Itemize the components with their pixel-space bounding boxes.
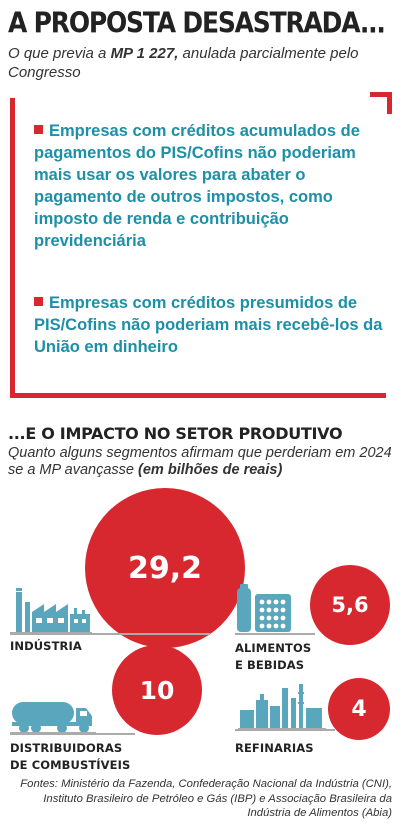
value-bubble-industria: 29,2: [85, 488, 245, 648]
segment-label-refinarias: Refinarias: [235, 740, 314, 757]
subtitle-prefix: O que previa a: [8, 45, 111, 62]
impact-subtitle: Quanto alguns segmentos afirmam que perd…: [8, 445, 393, 479]
subtitle-suffix: anulada parcialmente pelo Congresso: [8, 45, 359, 81]
refinery-icon: [238, 684, 326, 730]
value-bubble-distribuidoras: 10: [112, 645, 202, 735]
impact-subtitle-text: Quanto alguns segmentos afirmam que perd…: [8, 445, 392, 478]
value-industria: 29,2: [127, 550, 203, 586]
proposal-item-1: Empresas com créditos acumulados de paga…: [34, 120, 384, 252]
divider-refinarias: [235, 729, 335, 731]
frame-left-bar: [10, 98, 15, 398]
value-bubble-alimentos: 5,6: [310, 565, 390, 645]
impact-title: ...E O IMPACTO NO SETOR PRODUTIVO: [8, 424, 343, 443]
value-distribuidoras: 10: [139, 675, 175, 705]
divider-alimentos: [235, 633, 315, 635]
tanker-truck-icon: [10, 702, 96, 734]
food-package-icon: [237, 584, 291, 632]
frame-corner-vertical: [387, 92, 392, 114]
segment-label-distribuidoras: Distribuidoras de combustíveis: [10, 740, 130, 774]
segment-label-line: e bebidas: [235, 658, 305, 672]
value-alimentos: 5,6: [331, 593, 369, 617]
segment-label-line: Indústria: [10, 639, 82, 653]
frame-corner-horizontal: [370, 92, 392, 97]
divider-industria: [10, 633, 210, 635]
segment-label-industria: Indústria: [10, 638, 82, 655]
proposal-text-1: Empresas com créditos acumulados de paga…: [34, 122, 360, 250]
impact-unit: (em bilhões de reais): [138, 462, 283, 478]
segment-label-alimentos: Alimentos e bebidas: [235, 640, 311, 674]
page-title: A PROPOSTA DESASTRADA...: [8, 6, 386, 40]
page-subtitle: O que previa a MP 1 227, anulada parcial…: [8, 44, 388, 82]
value-refinarias: 4: [351, 696, 367, 722]
divider-distribuidoras: [10, 733, 135, 735]
segment-label-line: Alimentos: [235, 641, 312, 655]
factory-icon: [10, 588, 92, 634]
bullet-square-icon: [34, 125, 43, 134]
value-bubble-refinarias: 4: [328, 678, 390, 740]
sources-note: Fontes: Ministério da Fazenda, Confedera…: [20, 778, 392, 819]
segment-label-line: de combustíveis: [10, 758, 131, 772]
segment-label-line: Distribuidoras: [10, 741, 123, 755]
proposal-text-2: Empresas com créditos presumidos de PIS/…: [34, 294, 383, 356]
proposal-item-2: Empresas com créditos presumidos de PIS/…: [34, 292, 384, 358]
subtitle-mp-number: MP 1 227,: [110, 45, 179, 62]
frame-bottom-bar: [10, 393, 386, 398]
segment-label-line: Refinarias: [235, 741, 314, 755]
bullet-square-icon: [34, 297, 43, 306]
